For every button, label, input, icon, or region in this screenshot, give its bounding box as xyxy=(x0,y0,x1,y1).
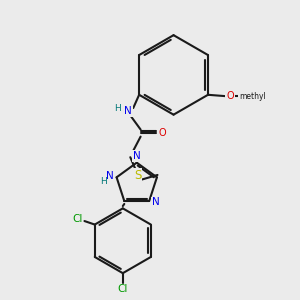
Text: O: O xyxy=(158,128,166,138)
Text: H: H xyxy=(100,177,107,186)
Text: N: N xyxy=(152,197,160,208)
Text: N: N xyxy=(106,171,114,181)
Text: methyl: methyl xyxy=(239,92,266,101)
Text: H: H xyxy=(115,103,121,112)
Text: N: N xyxy=(124,106,132,116)
Text: Cl: Cl xyxy=(72,214,82,224)
Text: N: N xyxy=(133,151,141,161)
Text: O: O xyxy=(226,91,234,101)
Text: Cl: Cl xyxy=(118,284,128,294)
Text: S: S xyxy=(134,169,141,182)
